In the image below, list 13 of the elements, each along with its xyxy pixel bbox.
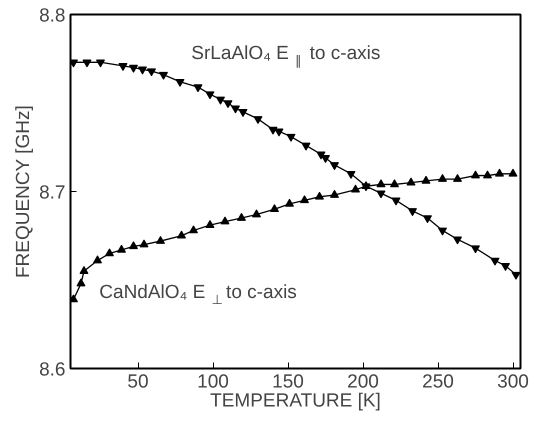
x-tick-label: 50 [127,372,149,392]
x-tick-label: 300 [497,372,529,392]
x-axis-title: TEMPERATURE [K] [210,390,381,412]
annotation: SrLaAlO₄ E∥ to c-axis [191,43,380,68]
x-tick-label: 150 [272,372,304,392]
y-tick-label: 8.8 [39,6,66,26]
y-axis-title: FREQUENCY [GHz] [13,105,34,278]
x-tick-label: 100 [197,372,229,392]
x-tick-label: 250 [422,372,454,392]
y-tick-label: 8.6 [39,360,66,380]
x-tick-label: 200 [347,372,379,392]
annotation: CaNdAlO₄ E⊥ to c-axis [99,282,297,307]
y-tick-label: 8.7 [39,182,66,204]
